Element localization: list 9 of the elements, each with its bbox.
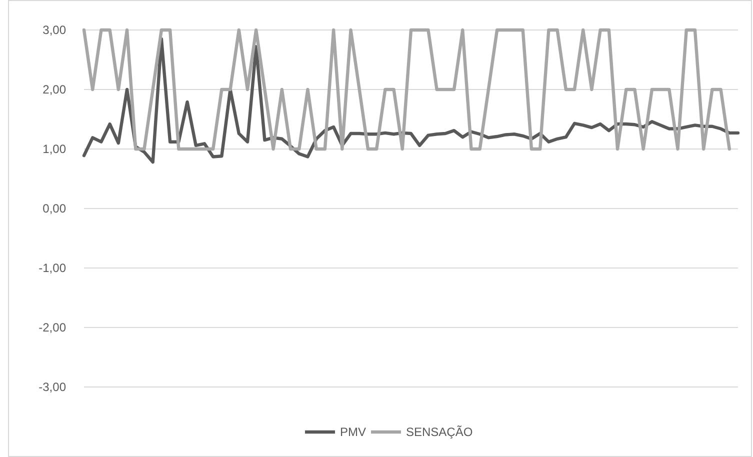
y-tick-label: 3,00: [42, 23, 66, 38]
y-tick-label: -3,00: [38, 380, 66, 394]
legend-label: SENSAÇÃO: [406, 425, 473, 440]
y-tick-label: -2,00: [38, 320, 66, 335]
legend-label: PMV: [340, 425, 366, 440]
y-tick-label: -1,00: [38, 261, 66, 276]
y-tick-label: 0,00: [42, 202, 66, 216]
y-tick-label: 2,00: [42, 82, 66, 97]
y-tick-label: 1,00: [42, 142, 66, 156]
